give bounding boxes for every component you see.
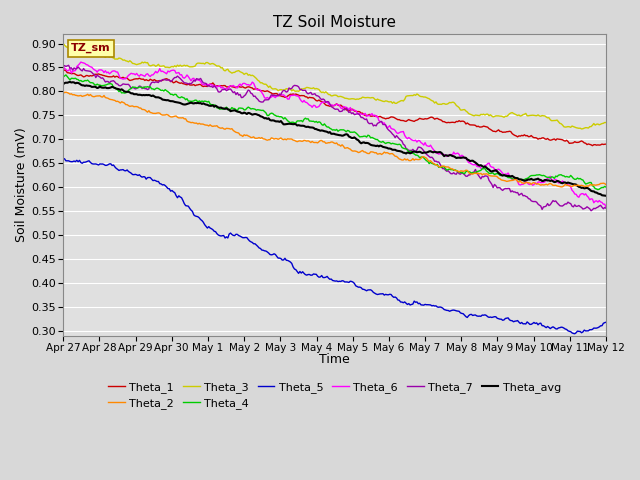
Theta_avg	[237, 110, 245, 116]
Line: Theta_avg: Theta_avg	[63, 82, 606, 196]
Theta_6	[602, 204, 610, 210]
Theta_7	[126, 83, 134, 89]
Theta_1	[589, 143, 596, 148]
Theta_5	[60, 156, 67, 161]
Title: TZ Soil Moisture: TZ Soil Moisture	[273, 15, 396, 30]
Theta_avg	[60, 81, 67, 87]
Theta_3	[454, 104, 461, 109]
Theta_5	[236, 233, 244, 239]
Theta_4	[452, 168, 460, 173]
Theta_7	[65, 62, 72, 68]
Theta_5	[571, 331, 579, 336]
Theta_5	[451, 308, 459, 313]
Text: TZ_sm: TZ_sm	[71, 43, 111, 53]
Line: Theta_5: Theta_5	[63, 158, 606, 334]
Theta_2	[236, 132, 244, 138]
Theta_2	[557, 184, 565, 190]
Theta_1	[275, 92, 282, 97]
Theta_2	[451, 168, 459, 173]
Line: Theta_4: Theta_4	[63, 75, 606, 190]
Theta_1	[60, 67, 67, 73]
Legend: Theta_1, Theta_2, Theta_3, Theta_4, Theta_5, Theta_6, Theta_7, Theta_avg: Theta_1, Theta_2, Theta_3, Theta_4, Thet…	[104, 377, 566, 414]
Theta_avg	[126, 90, 134, 96]
Theta_avg	[452, 155, 460, 161]
Theta_7	[455, 171, 463, 177]
Theta_5	[275, 255, 282, 261]
Theta_6	[276, 91, 284, 97]
Theta_5	[454, 308, 461, 314]
Line: Theta_3: Theta_3	[63, 44, 606, 129]
Theta_2	[125, 103, 132, 108]
Theta_3	[451, 101, 459, 107]
Theta_4	[455, 169, 463, 175]
Theta_7	[60, 64, 67, 70]
Theta_avg	[402, 151, 410, 156]
Theta_4	[276, 114, 284, 120]
Theta_7	[602, 205, 610, 211]
Theta_4	[602, 184, 610, 190]
Line: Theta_2: Theta_2	[63, 91, 606, 187]
Theta_3	[602, 120, 610, 125]
Theta_3	[125, 59, 132, 65]
Theta_1	[454, 119, 461, 124]
Theta_3	[275, 88, 282, 94]
Theta_4	[126, 86, 134, 92]
Theta_3	[578, 126, 586, 132]
Theta_6	[126, 72, 134, 77]
Theta_2	[401, 156, 408, 162]
X-axis label: Time: Time	[319, 353, 350, 366]
Theta_1	[125, 77, 132, 83]
Theta_3	[60, 41, 67, 47]
Theta_7	[452, 171, 460, 177]
Theta_1	[602, 141, 610, 147]
Theta_7	[237, 95, 245, 100]
Theta_6	[402, 134, 410, 140]
Theta_7	[276, 92, 284, 97]
Theta_4	[402, 146, 410, 152]
Theta_7	[402, 145, 410, 151]
Theta_6	[452, 151, 460, 156]
Theta_1	[401, 118, 408, 124]
Y-axis label: Soil Moisture (mV): Soil Moisture (mV)	[15, 127, 28, 242]
Line: Theta_1: Theta_1	[63, 70, 606, 145]
Theta_2	[60, 88, 67, 94]
Theta_3	[236, 69, 244, 74]
Theta_6	[237, 83, 245, 89]
Line: Theta_6: Theta_6	[63, 62, 606, 207]
Theta_6	[455, 152, 463, 157]
Theta_4	[237, 106, 245, 111]
Theta_avg	[602, 193, 610, 199]
Theta_3	[401, 96, 408, 102]
Theta_1	[236, 84, 244, 90]
Theta_avg	[455, 155, 463, 160]
Theta_2	[602, 182, 610, 188]
Theta_5	[602, 319, 610, 325]
Theta_4	[594, 187, 602, 192]
Theta_2	[275, 136, 282, 142]
Theta_7	[588, 208, 595, 214]
Theta_avg	[276, 119, 284, 125]
Theta_2	[454, 168, 461, 174]
Theta_5	[125, 168, 132, 174]
Line: Theta_7: Theta_7	[63, 65, 606, 211]
Theta_5	[401, 299, 408, 305]
Theta_avg	[66, 79, 74, 84]
Theta_1	[451, 120, 459, 125]
Theta_4	[60, 74, 67, 80]
Theta_4	[62, 72, 70, 78]
Theta_6	[77, 59, 84, 65]
Theta_6	[60, 64, 67, 70]
